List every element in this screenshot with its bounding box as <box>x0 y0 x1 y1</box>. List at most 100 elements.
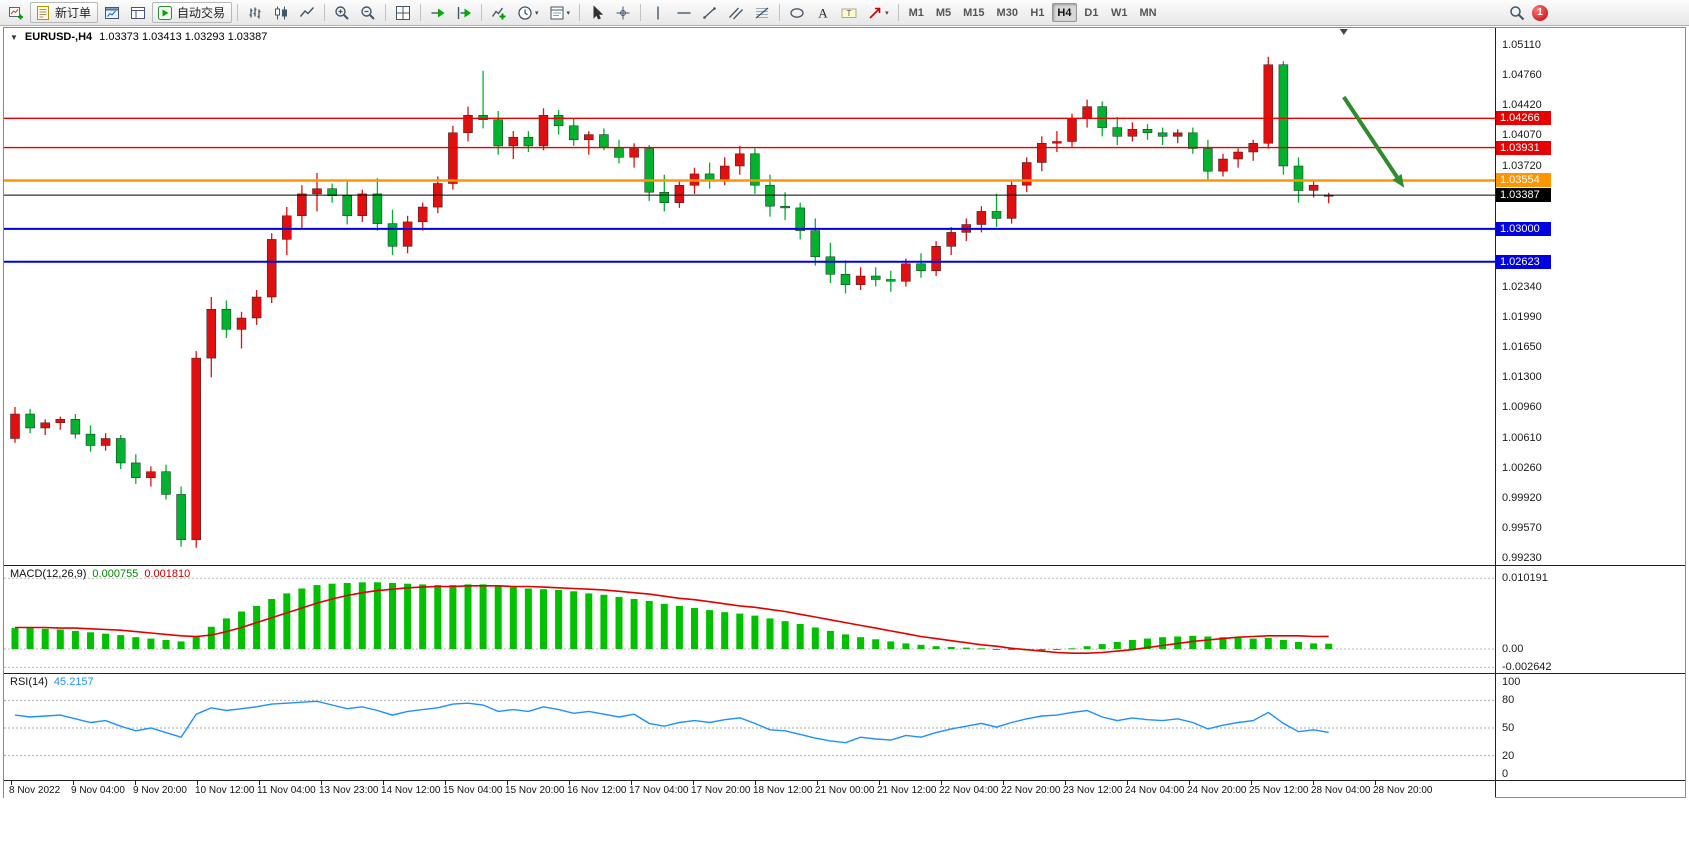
pane-separator[interactable] <box>4 565 1685 566</box>
fibonacci-button[interactable] <box>750 2 774 23</box>
time-tick <box>321 781 322 785</box>
macd-histogram <box>11 582 1333 651</box>
tile-windows-button[interactable] <box>391 2 415 23</box>
time-axis-label: 11 Nov 04:00 <box>257 785 316 796</box>
auto-scroll-button[interactable] <box>426 2 450 23</box>
line-mode-button[interactable] <box>295 2 319 23</box>
time-axis-label: 10 Nov 12:00 <box>195 785 255 796</box>
time-tick <box>445 781 446 785</box>
time-tick <box>383 781 384 785</box>
dropdown-arrow-icon[interactable]: ▾ <box>566 9 571 17</box>
toolbar-separator <box>640 4 642 21</box>
rsi-name: RSI(14) <box>10 676 48 688</box>
price-axis-label: 0.99230 <box>1502 552 1542 564</box>
toolbar-separator <box>579 4 581 21</box>
timeframe-M5[interactable]: M5 <box>935 7 952 19</box>
dropdown-arrow-icon[interactable]: ▾ <box>885 9 889 17</box>
zoom-in-button[interactable] <box>330 2 354 23</box>
search-icon[interactable] <box>1509 5 1525 21</box>
horizontal-line-button[interactable] <box>672 2 696 23</box>
dropdown-arrow-icon[interactable]: ▾ <box>535 9 539 17</box>
price-chart[interactable] <box>4 28 1495 565</box>
bars-mode-icon <box>247 5 263 21</box>
timeframe-M15[interactable]: M15 <box>963 7 985 19</box>
svg-text:T: T <box>847 8 852 17</box>
rsi-level-lines <box>4 699 1495 757</box>
trendline-button[interactable] <box>698 2 722 23</box>
timeframe-M1[interactable]: M1 <box>908 7 924 19</box>
time-axis-label: 14 Nov 12:00 <box>381 785 441 796</box>
arrows-button[interactable]: ▾ <box>863 2 893 23</box>
autotrading-button[interactable]: 自动交易 <box>152 2 233 23</box>
templates-button[interactable]: ▾ <box>545 2 575 23</box>
chart-shift-marker <box>1339 29 1348 35</box>
macd-label: MACD(12,26,9) 0.000755 0.001810 <box>10 568 190 580</box>
autotrading-icon <box>157 5 173 21</box>
templates-icon <box>549 5 565 21</box>
market-watch-button[interactable] <box>100 2 124 23</box>
bars-mode-button[interactable] <box>243 2 267 23</box>
timeframe-M30[interactable]: M30 <box>996 7 1018 19</box>
timeframe-H4[interactable]: H4 <box>1051 3 1077 22</box>
periods-icon <box>517 5 533 21</box>
market-watch-icon <box>104 5 120 21</box>
time-axis-label: 8 Nov 2022 <box>9 785 61 796</box>
chart-title: ▼ EURUSD-,H4 1.03373 1.03413 1.03293 1.0… <box>10 31 267 43</box>
new-chart-icon <box>8 5 24 21</box>
timeframe-W1[interactable]: W1 <box>1110 7 1128 19</box>
time-tick <box>1065 781 1066 785</box>
new-chart-button[interactable] <box>4 2 28 23</box>
timeframe-D1[interactable]: D1 <box>1084 7 1099 19</box>
time-axis-label: 22 Nov 20:00 <box>1001 785 1061 796</box>
timeframe-MN[interactable]: MN <box>1139 7 1157 19</box>
time-axis[interactable]: 8 Nov 2022 9 Nov 04:00 9 Nov 20:00 10 Nov 1… <box>4 781 1495 799</box>
periods-button[interactable]: ▾ <box>513 2 543 23</box>
time-axis-label: 16 Nov 12:00 <box>567 785 627 796</box>
timeframe-H1[interactable]: H1 <box>1030 7 1045 19</box>
candles-mode-button[interactable] <box>269 2 293 23</box>
data-window-button[interactable] <box>126 2 150 23</box>
time-axis-label: 18 Nov 12:00 <box>753 785 813 796</box>
text-button[interactable]: A <box>811 2 835 23</box>
time-tick <box>1189 781 1190 785</box>
zoom-out-button[interactable] <box>356 2 380 23</box>
channel-button[interactable] <box>724 2 748 23</box>
new-order-label: 新订单 <box>55 6 92 20</box>
new-order-button[interactable]: 新订单 <box>30 2 99 23</box>
toolbar-separator <box>779 4 781 21</box>
vertical-line-button[interactable] <box>646 2 670 23</box>
time-tick <box>1127 781 1128 785</box>
cursor-button[interactable] <box>585 2 609 23</box>
macd-gridlines <box>4 577 1495 668</box>
vline-icon <box>650 5 666 21</box>
toolbar-right: 1 <box>1509 4 1548 21</box>
toolbar-separator <box>481 4 483 21</box>
price-axis-label: 0.99920 <box>1502 492 1542 504</box>
rsi-axis-label: 50 <box>1502 722 1515 734</box>
pane-separator[interactable] <box>4 673 1685 674</box>
text-label-button[interactable]: T <box>837 2 861 23</box>
collapse-chart-icon[interactable]: ▼ <box>10 32 18 42</box>
text-label-icon: T <box>841 5 857 21</box>
price-scale[interactable]: 1.05110 1.04760 1.04420 1.04070 1.03720 1.023… <box>1495 28 1686 797</box>
svg-text:A: A <box>818 5 828 20</box>
chart-shift-button[interactable] <box>452 2 476 23</box>
chart-symbol: EURUSD-,H4 <box>24 31 93 43</box>
indicators-button[interactable] <box>487 2 511 23</box>
notification-badge[interactable]: 1 <box>1532 4 1548 21</box>
time-tick <box>1313 781 1314 785</box>
time-tick <box>879 781 880 785</box>
tile-windows-icon <box>395 5 411 21</box>
trend-arrow-annotation[interactable] <box>1342 95 1405 188</box>
price-axis-label: 1.02340 <box>1502 281 1542 293</box>
macd-axis-label: 0.010191 <box>1502 572 1548 584</box>
time-tick <box>569 781 570 785</box>
shapes-button[interactable] <box>785 2 809 23</box>
price-badge: 1.04266 <box>1496 111 1551 125</box>
horizontal-level-lines[interactable] <box>4 117 1495 263</box>
macd-name: MACD(12,26,9) <box>10 568 87 580</box>
chart-window: ▼ EURUSD-,H4 1.03373 1.03413 1.03293 1.0… <box>3 27 1686 799</box>
crosshair-button[interactable] <box>611 2 635 23</box>
macd-value-signal: 0.001810 <box>144 568 191 580</box>
arrow-tool-icon <box>867 5 883 21</box>
